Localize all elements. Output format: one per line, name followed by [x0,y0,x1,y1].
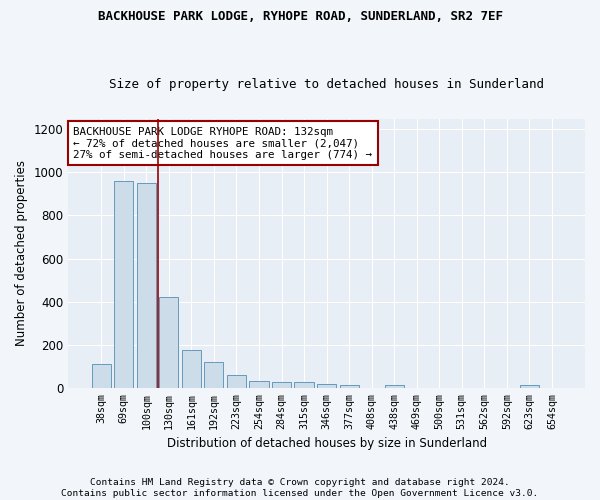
X-axis label: Distribution of detached houses by size in Sunderland: Distribution of detached houses by size … [167,437,487,450]
Bar [295,382,314,388]
Bar [205,362,223,388]
Bar [385,385,404,388]
Bar [159,298,178,388]
Title: Size of property relative to detached houses in Sunderland: Size of property relative to detached ho… [109,78,544,91]
Y-axis label: Number of detached properties: Number of detached properties [15,160,28,346]
Bar [340,384,359,388]
Bar [92,364,111,388]
Bar [182,350,201,388]
Bar [272,382,291,388]
Bar [114,181,133,388]
Bar [227,376,246,388]
Text: BACKHOUSE PARK LODGE RYHOPE ROAD: 132sqm
← 72% of detached houses are smaller (2: BACKHOUSE PARK LODGE RYHOPE ROAD: 132sqm… [73,126,373,160]
Bar [317,384,336,388]
Bar [137,183,156,388]
Text: BACKHOUSE PARK LODGE, RYHOPE ROAD, SUNDERLAND, SR2 7EF: BACKHOUSE PARK LODGE, RYHOPE ROAD, SUNDE… [97,10,503,23]
Text: Contains HM Land Registry data © Crown copyright and database right 2024.
Contai: Contains HM Land Registry data © Crown c… [61,478,539,498]
Bar [250,381,269,388]
Bar [520,385,539,388]
